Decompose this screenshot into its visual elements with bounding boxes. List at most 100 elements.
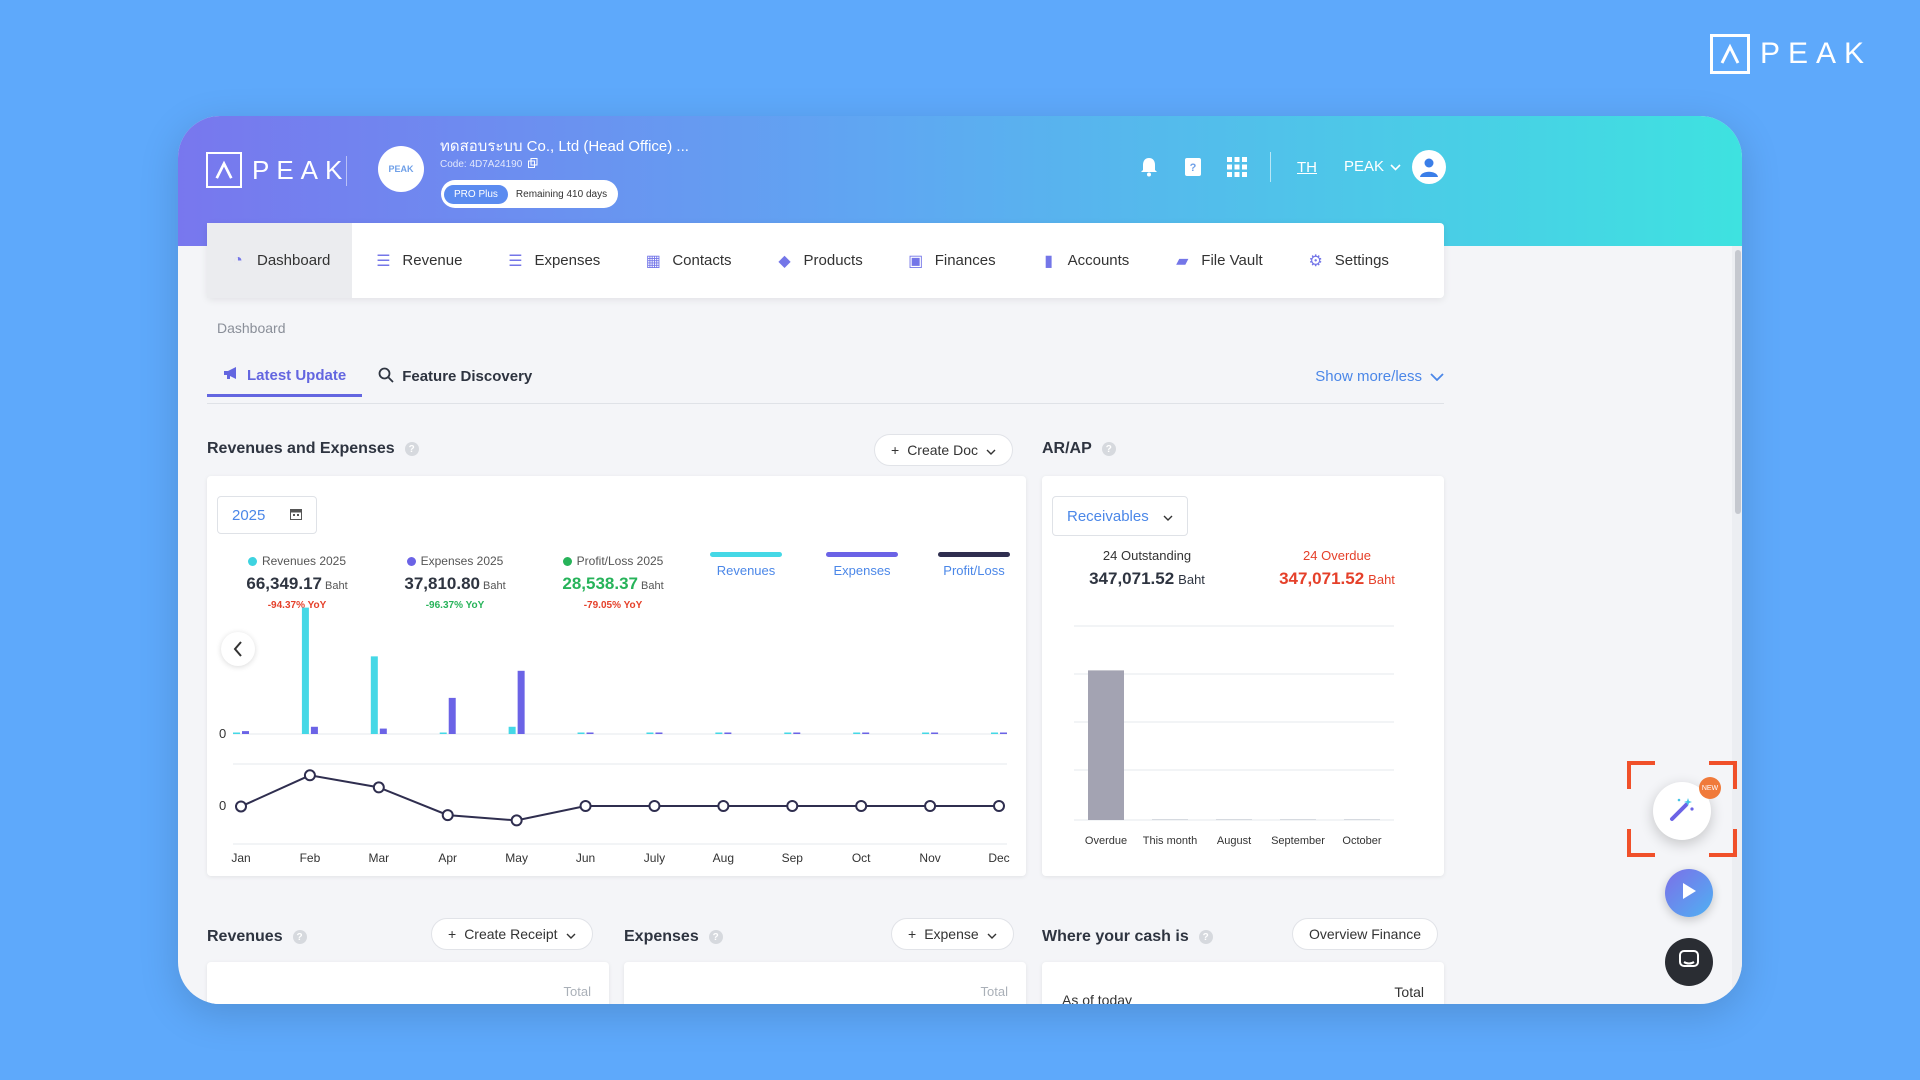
chevron-down-icon bbox=[1163, 508, 1173, 525]
user-name: PEAK bbox=[1344, 158, 1385, 175]
revenue-bar bbox=[508, 726, 516, 734]
revenue-bar bbox=[370, 656, 378, 734]
plan-badge[interactable]: PRO Plus Remaining 410 days bbox=[441, 180, 619, 208]
plan-name: PRO Plus bbox=[444, 184, 508, 204]
scrollbar-thumb[interactable] bbox=[1735, 250, 1741, 514]
legend-revenues[interactable]: Revenues bbox=[701, 552, 791, 578]
tab-label: Latest Update bbox=[247, 366, 347, 384]
nav-expenses[interactable]: ☰ Expenses bbox=[484, 223, 622, 298]
new-badge: NEW bbox=[1699, 777, 1721, 799]
overview-finance-button[interactable]: Overview Finance bbox=[1292, 918, 1439, 950]
metric-label: Expenses 2025 bbox=[420, 554, 504, 568]
create-doc-button[interactable]: + Create Doc bbox=[874, 434, 1013, 466]
arap-bar bbox=[1152, 819, 1188, 820]
metric-unit: Baht bbox=[325, 580, 348, 592]
arap-x-label: Overdue bbox=[1085, 835, 1127, 847]
nav-finances[interactable]: ▣ Finances bbox=[885, 223, 1018, 298]
help-icon[interactable]: ? bbox=[1101, 442, 1116, 456]
company-name[interactable]: ทดสอบระบบ Co., Ltd (Head Office) ... bbox=[440, 138, 689, 155]
overdue-label: 24 Overdue bbox=[1303, 548, 1371, 563]
legend-expenses[interactable]: Expenses bbox=[817, 552, 907, 578]
help-icon[interactable]: ? bbox=[1198, 930, 1213, 944]
arap-chart: Overdue This month August September October bbox=[1074, 625, 1394, 847]
outstanding-label: 24 Outstanding bbox=[1102, 548, 1192, 563]
plus-icon: + bbox=[908, 926, 917, 942]
nav-products[interactable]: ◆ Products bbox=[754, 223, 885, 298]
nav-settings[interactable]: ⚙ Settings bbox=[1285, 223, 1411, 298]
help-icon[interactable]: ? bbox=[708, 930, 723, 944]
nav-revenue[interactable]: ☰ Revenue bbox=[352, 223, 484, 298]
arap-x-label: September bbox=[1271, 835, 1325, 847]
rev-exp-title: Revenues and Expenses ? bbox=[207, 440, 419, 458]
box-icon: ◆ bbox=[778, 252, 791, 270]
profit-loss-line bbox=[240, 774, 999, 822]
nav-accounts[interactable]: ▮ Accounts bbox=[1018, 223, 1152, 298]
help-icon[interactable]: ? bbox=[292, 930, 307, 944]
expenses-total-header: Total bbox=[980, 984, 1008, 999]
company-avatar[interactable]: PEAK bbox=[378, 146, 424, 192]
play-tutorial-button[interactable] bbox=[1665, 869, 1713, 917]
rev-exp-title-text: Revenues and Expenses bbox=[207, 440, 395, 457]
frame-corner bbox=[1627, 761, 1655, 789]
legend-swatch bbox=[938, 552, 1010, 557]
nav-contacts[interactable]: ▦ Contacts bbox=[622, 223, 753, 298]
revenue-bar bbox=[577, 732, 585, 734]
chart-prev-button[interactable] bbox=[221, 632, 255, 666]
show-more-less-link[interactable]: Show more/less bbox=[1315, 368, 1444, 385]
metric-unit: Baht bbox=[641, 580, 664, 592]
legend-label: Revenues bbox=[716, 563, 776, 578]
gear-icon: ⚙ bbox=[1308, 252, 1323, 270]
calendar-icon bbox=[290, 507, 302, 524]
profit-loss-point bbox=[510, 814, 523, 827]
folder-icon: ▰ bbox=[1176, 252, 1189, 270]
user-avatar[interactable] bbox=[1412, 150, 1446, 184]
megaphone-icon bbox=[223, 366, 239, 384]
peak-logo-icon bbox=[206, 152, 242, 188]
user-menu[interactable]: PEAK bbox=[1344, 158, 1401, 175]
revenue-bar bbox=[233, 732, 240, 734]
x-tick-label: Apr bbox=[438, 851, 457, 865]
chat-button[interactable] bbox=[1665, 938, 1713, 986]
bell-icon[interactable] bbox=[1138, 156, 1160, 178]
app-logo-text: PEAK bbox=[252, 154, 350, 185]
app-logo[interactable]: PEAK bbox=[206, 152, 349, 188]
year-select[interactable]: 2025 bbox=[217, 496, 317, 534]
frame-corner bbox=[1709, 829, 1737, 857]
expense-bar bbox=[310, 726, 318, 734]
profit-loss-point bbox=[235, 800, 247, 813]
scrollbar-track[interactable] bbox=[1732, 246, 1742, 1004]
nav-label: Finances bbox=[934, 252, 996, 269]
receivables-select[interactable]: Receivables bbox=[1052, 496, 1188, 536]
copy-icon[interactable] bbox=[528, 158, 538, 171]
revenue-bar bbox=[301, 607, 309, 734]
revenue-bar bbox=[439, 732, 447, 734]
nav-dashboard[interactable]: ◔ Dashboard bbox=[207, 223, 353, 298]
legend-profit-loss[interactable]: Profit/Loss bbox=[929, 552, 1019, 578]
expense-button[interactable]: + Expense bbox=[891, 918, 1014, 950]
overdue-unit: Baht bbox=[1368, 572, 1395, 587]
arap-title-text: AR/AP bbox=[1042, 440, 1092, 457]
language-toggle[interactable]: TH bbox=[1297, 158, 1317, 176]
plan-remaining: Remaining 410 days bbox=[515, 188, 608, 200]
tab-feature-discovery[interactable]: Feature Discovery bbox=[362, 357, 548, 397]
apps-grid-icon[interactable] bbox=[1226, 156, 1248, 178]
expense-bar bbox=[655, 732, 663, 734]
create-receipt-button[interactable]: + Create Receipt bbox=[431, 918, 593, 950]
arap-bar bbox=[1088, 670, 1124, 820]
cash-total-header: Total bbox=[1394, 984, 1424, 1000]
arap-x-label: October bbox=[1342, 835, 1381, 847]
profit-loss-point bbox=[441, 809, 454, 822]
company-code: Code: 4D7A24190 bbox=[440, 158, 538, 171]
profit-loss-dot bbox=[562, 556, 572, 566]
metric-yoy: -96.37% YoY bbox=[425, 600, 485, 611]
expense-label: Expense bbox=[924, 926, 979, 942]
help-icon[interactable]: ? bbox=[404, 442, 419, 456]
nav-file-vault[interactable]: ▰ File Vault bbox=[1151, 223, 1284, 298]
revenue-bar bbox=[784, 732, 792, 734]
help-book-icon[interactable]: ? bbox=[1182, 156, 1204, 178]
tab-latest-update[interactable]: Latest Update bbox=[207, 357, 363, 397]
profit-loss-point bbox=[372, 781, 385, 794]
profit-loss-point bbox=[648, 800, 661, 812]
chevron-down-icon bbox=[566, 926, 576, 942]
metric-value-row: 37,810.80 Baht bbox=[385, 574, 525, 594]
